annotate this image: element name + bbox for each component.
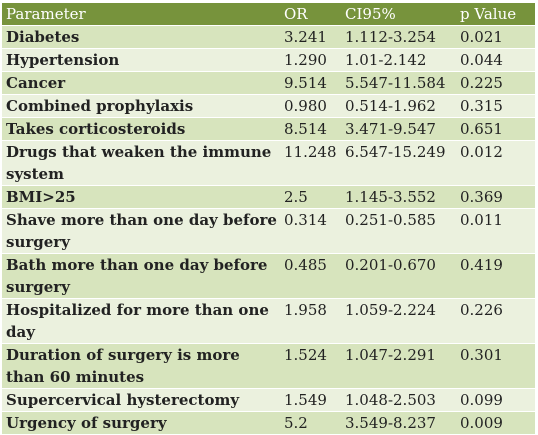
cell-parameter: Diabetes [2,25,280,49]
table-row: Cancer 9.514 5.547-11.584 0.225 [2,71,535,95]
cell-parameter: Drugs that weaken the immune system [2,140,280,186]
cell-parameter: Cancer [2,71,280,95]
cell-p: 0.009 [456,411,535,435]
cell-p: 0.301 [456,343,535,389]
cell-ci: 5.547-11.584 [341,71,456,95]
table-row: Bath more than one day before surgery 0.… [2,253,535,299]
cell-parameter: Hypertension [2,48,280,72]
cell-or: 5.2 [280,411,341,435]
cell-p: 0.225 [456,71,535,95]
cell-p: 0.021 [456,25,535,49]
cell-parameter: Shave more than one day before surgery [2,208,280,254]
header-or: OR [280,3,341,26]
cell-p: 0.651 [456,117,535,141]
cell-p: 0.011 [456,208,535,254]
cell-or: 1.958 [280,298,341,344]
header-ci95: CI95% [341,3,456,26]
table-row: Diabetes 3.241 1.112-3.254 0.021 [2,25,535,49]
cell-ci: 1.059-2.224 [341,298,456,344]
cell-p: 0.419 [456,253,535,299]
table-row: Takes corticosteroids 8.514 3.471-9.547 … [2,117,535,141]
cell-or: 11.248 [280,140,341,186]
table-row: Drugs that weaken the immune system 11.2… [2,140,535,186]
cell-or: 0.485 [280,253,341,299]
table-row: Urgency of surgery 5.2 3.549-8.237 0.009 [2,411,535,435]
table-row: Combined prophylaxis 0.980 0.514-1.962 0… [2,94,535,118]
cell-parameter: Duration of surgery is more than 60 minu… [2,343,280,389]
cell-ci: 0.251-0.585 [341,208,456,254]
cell-p: 0.226 [456,298,535,344]
table-row: Shave more than one day before surgery 0… [2,208,535,254]
cell-parameter: Bath more than one day before surgery [2,253,280,299]
results-table: Parameter OR CI95% p Value Diabetes 3.24… [2,3,535,435]
cell-or: 3.241 [280,25,341,49]
cell-or: 0.980 [280,94,341,118]
cell-ci: 6.547-15.249 [341,140,456,186]
table-row: Hypertension 1.290 1.01-2.142 0.044 [2,48,535,72]
results-table-container: Parameter OR CI95% p Value Diabetes 3.24… [2,3,535,435]
cell-p: 0.012 [456,140,535,186]
table-row: Duration of surgery is more than 60 minu… [2,343,535,389]
cell-ci: 3.471-9.547 [341,117,456,141]
cell-p: 0.315 [456,94,535,118]
cell-parameter: Hospitalized for more than one day [2,298,280,344]
cell-or: 0.314 [280,208,341,254]
cell-ci: 1.048-2.503 [341,388,456,412]
cell-ci: 1.145-3.552 [341,185,456,209]
cell-parameter: BMI>25 [2,185,280,209]
cell-ci: 3.549-8.237 [341,411,456,435]
cell-or: 1.524 [280,343,341,389]
header-parameter: Parameter [2,3,280,26]
cell-p: 0.369 [456,185,535,209]
table-row: Supercervical hysterectomy 1.549 1.048-2… [2,388,535,412]
cell-p: 0.044 [456,48,535,72]
cell-or: 2.5 [280,185,341,209]
cell-parameter: Urgency of surgery [2,411,280,435]
table-row: BMI>25 2.5 1.145-3.552 0.369 [2,185,535,209]
cell-or: 9.514 [280,71,341,95]
cell-ci: 0.201-0.670 [341,253,456,299]
cell-ci: 1.01-2.142 [341,48,456,72]
cell-parameter: Supercervical hysterectomy [2,388,280,412]
cell-p: 0.099 [456,388,535,412]
cell-parameter: Combined prophylaxis [2,94,280,118]
table-row: Hospitalized for more than one day 1.958… [2,298,535,344]
cell-ci: 1.047-2.291 [341,343,456,389]
cell-ci: 1.112-3.254 [341,25,456,49]
cell-ci: 0.514-1.962 [341,94,456,118]
cell-parameter: Takes corticosteroids [2,117,280,141]
header-p-value: p Value [456,3,535,26]
table-header-row: Parameter OR CI95% p Value [2,3,535,26]
cell-or: 8.514 [280,117,341,141]
cell-or: 1.290 [280,48,341,72]
cell-or: 1.549 [280,388,341,412]
